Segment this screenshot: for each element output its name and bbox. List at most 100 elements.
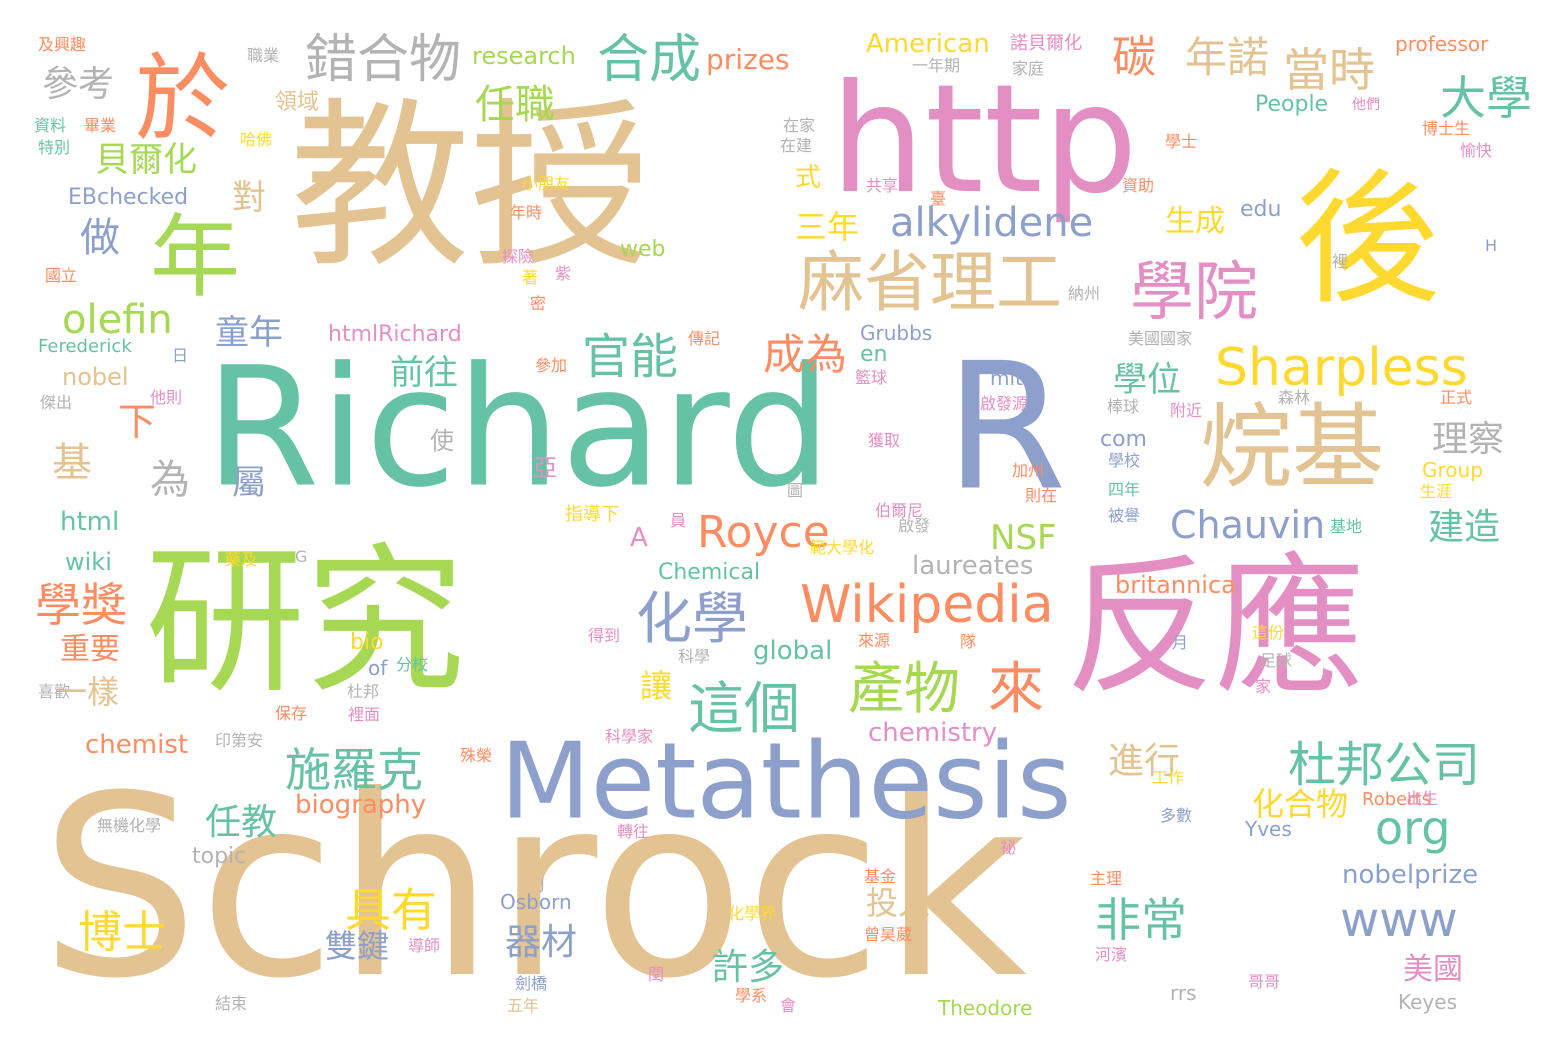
cloud-word: People bbox=[1255, 92, 1329, 117]
cloud-word: nobel bbox=[62, 363, 129, 391]
cloud-word: 家 bbox=[1255, 677, 1272, 696]
cloud-word: 學士 bbox=[1165, 132, 1198, 151]
cloud-word: org bbox=[1375, 801, 1451, 855]
cloud-word: 這份 bbox=[1252, 623, 1285, 642]
cloud-word: 貝爾化 bbox=[95, 140, 197, 180]
cloud-word: 紫 bbox=[555, 264, 572, 283]
cloud-word: 下 bbox=[118, 400, 157, 444]
cloud-word: 領域 bbox=[275, 90, 320, 115]
cloud-word: 大學 bbox=[1440, 71, 1532, 125]
cloud-word: 這個 bbox=[688, 677, 800, 742]
cloud-word: 無機化學 bbox=[97, 816, 162, 835]
cloud-word: 來源 bbox=[858, 631, 891, 650]
cloud-word: 棒球 bbox=[1107, 397, 1140, 416]
cloud-word: 正式 bbox=[1440, 388, 1473, 407]
cloud-word: 博士生 bbox=[1422, 119, 1471, 138]
cloud-word: laureates bbox=[912, 551, 1034, 581]
cloud-word: 使 bbox=[430, 427, 454, 455]
cloud-word: J bbox=[540, 874, 545, 893]
cloud-word: 範大學化 bbox=[810, 538, 875, 557]
cloud-word: Sharpless bbox=[1215, 338, 1468, 398]
cloud-word: 教授 bbox=[290, 83, 651, 292]
cloud-word: topic bbox=[192, 844, 247, 869]
cloud-word: 學系 bbox=[735, 986, 768, 1005]
cloud-word: 任教 bbox=[205, 802, 278, 843]
cloud-word: 隊 bbox=[960, 632, 977, 651]
cloud-word: html bbox=[60, 507, 120, 537]
cloud-word: 式 bbox=[795, 163, 822, 193]
cloud-word: 具有 bbox=[345, 883, 437, 937]
cloud-word: 當時 bbox=[1283, 43, 1375, 97]
cloud-word: 投入 bbox=[866, 884, 931, 922]
cloud-word: britannica bbox=[1115, 571, 1236, 599]
cloud-word: 研究 bbox=[145, 528, 466, 715]
cloud-word: 科學 bbox=[678, 647, 711, 666]
cloud-word: H bbox=[1485, 236, 1498, 255]
cloud-word: 傳記 bbox=[688, 329, 721, 348]
cloud-word: 學位 bbox=[1113, 360, 1181, 400]
cloud-word: 則在 bbox=[1025, 486, 1058, 505]
cloud-word: www bbox=[1340, 892, 1458, 948]
cloud-word: 官能 bbox=[582, 329, 679, 385]
cloud-word: Royce bbox=[697, 507, 830, 558]
cloud-word: 學獎 bbox=[35, 578, 127, 632]
cloud-word: 出生 bbox=[1406, 789, 1439, 808]
cloud-word: 特別 bbox=[38, 138, 71, 157]
cloud-word: Osborn bbox=[500, 890, 572, 914]
cloud-word: 錯合物 bbox=[305, 30, 462, 90]
cloud-word: Wikipedia bbox=[800, 575, 1054, 635]
cloud-word: 一樣 bbox=[55, 673, 120, 711]
cloud-word: 三年 bbox=[795, 208, 860, 246]
cloud-word: 分校 bbox=[396, 655, 429, 674]
cloud-word: 基地 bbox=[1330, 517, 1363, 536]
cloud-word: 導師 bbox=[408, 936, 441, 955]
cloud-word: 他則 bbox=[150, 388, 183, 407]
cloud-word: com bbox=[1100, 427, 1147, 452]
cloud-word: 殊榮 bbox=[460, 746, 493, 765]
cloud-word: R bbox=[945, 326, 1067, 530]
cloud-word: 獲取 bbox=[868, 431, 901, 450]
cloud-word: 亞 bbox=[533, 454, 557, 482]
cloud-word: global bbox=[753, 636, 833, 666]
cloud-word: 合成 bbox=[597, 30, 702, 90]
cloud-word: 年諾 bbox=[1185, 33, 1270, 82]
cloud-word: 祕 bbox=[1000, 838, 1017, 857]
cloud-word: 做 bbox=[80, 215, 120, 261]
cloud-word: 哥哥 bbox=[1248, 972, 1281, 991]
cloud-word: 麻省理工 bbox=[798, 244, 1062, 321]
cloud-word: 納州 bbox=[1068, 284, 1101, 303]
cloud-word: 器材 bbox=[505, 922, 578, 963]
cloud-word: 加州 bbox=[1012, 461, 1045, 480]
cloud-word: 得到 bbox=[588, 626, 621, 645]
cloud-word: research bbox=[472, 42, 576, 70]
cloud-word: 屬 bbox=[232, 463, 266, 503]
cloud-word: 被譽 bbox=[1108, 506, 1141, 525]
cloud-word: 啟發源 bbox=[980, 394, 1029, 413]
cloud-word: 年時 bbox=[510, 203, 543, 222]
cloud-word: 美國國家 bbox=[1128, 329, 1193, 348]
cloud-word: chemist bbox=[85, 730, 189, 760]
cloud-word: 杜邦公司 bbox=[1288, 737, 1481, 793]
cloud-word: 在家 bbox=[783, 116, 816, 135]
cloud-word: 小朋友 bbox=[522, 174, 571, 193]
cloud-word: 著 bbox=[522, 268, 539, 287]
cloud-word: 裡 bbox=[1329, 253, 1348, 269]
cloud-word: 生涯 bbox=[1420, 482, 1453, 501]
cloud-word: 保存 bbox=[275, 704, 308, 723]
cloud-word: olefin bbox=[62, 297, 173, 343]
cloud-word: en bbox=[860, 342, 888, 367]
cloud-word: 喜歡 bbox=[38, 682, 71, 701]
cloud-word: bio bbox=[350, 630, 384, 655]
cloud-word: professor bbox=[1395, 32, 1489, 56]
cloud-word: 杜邦 bbox=[347, 682, 380, 701]
cloud-word: 畢業 bbox=[84, 116, 117, 135]
cloud-word: web bbox=[620, 237, 666, 262]
cloud-word: 博士 bbox=[78, 907, 166, 958]
cloud-word: 裡面 bbox=[348, 705, 381, 724]
cloud-word: Richard bbox=[205, 331, 832, 524]
cloud-word: 施羅克 bbox=[285, 743, 423, 797]
cloud-word: 一年期 bbox=[912, 56, 961, 75]
cloud-word: 指導下 bbox=[565, 504, 619, 525]
cloud-word: 基金 bbox=[864, 867, 897, 886]
